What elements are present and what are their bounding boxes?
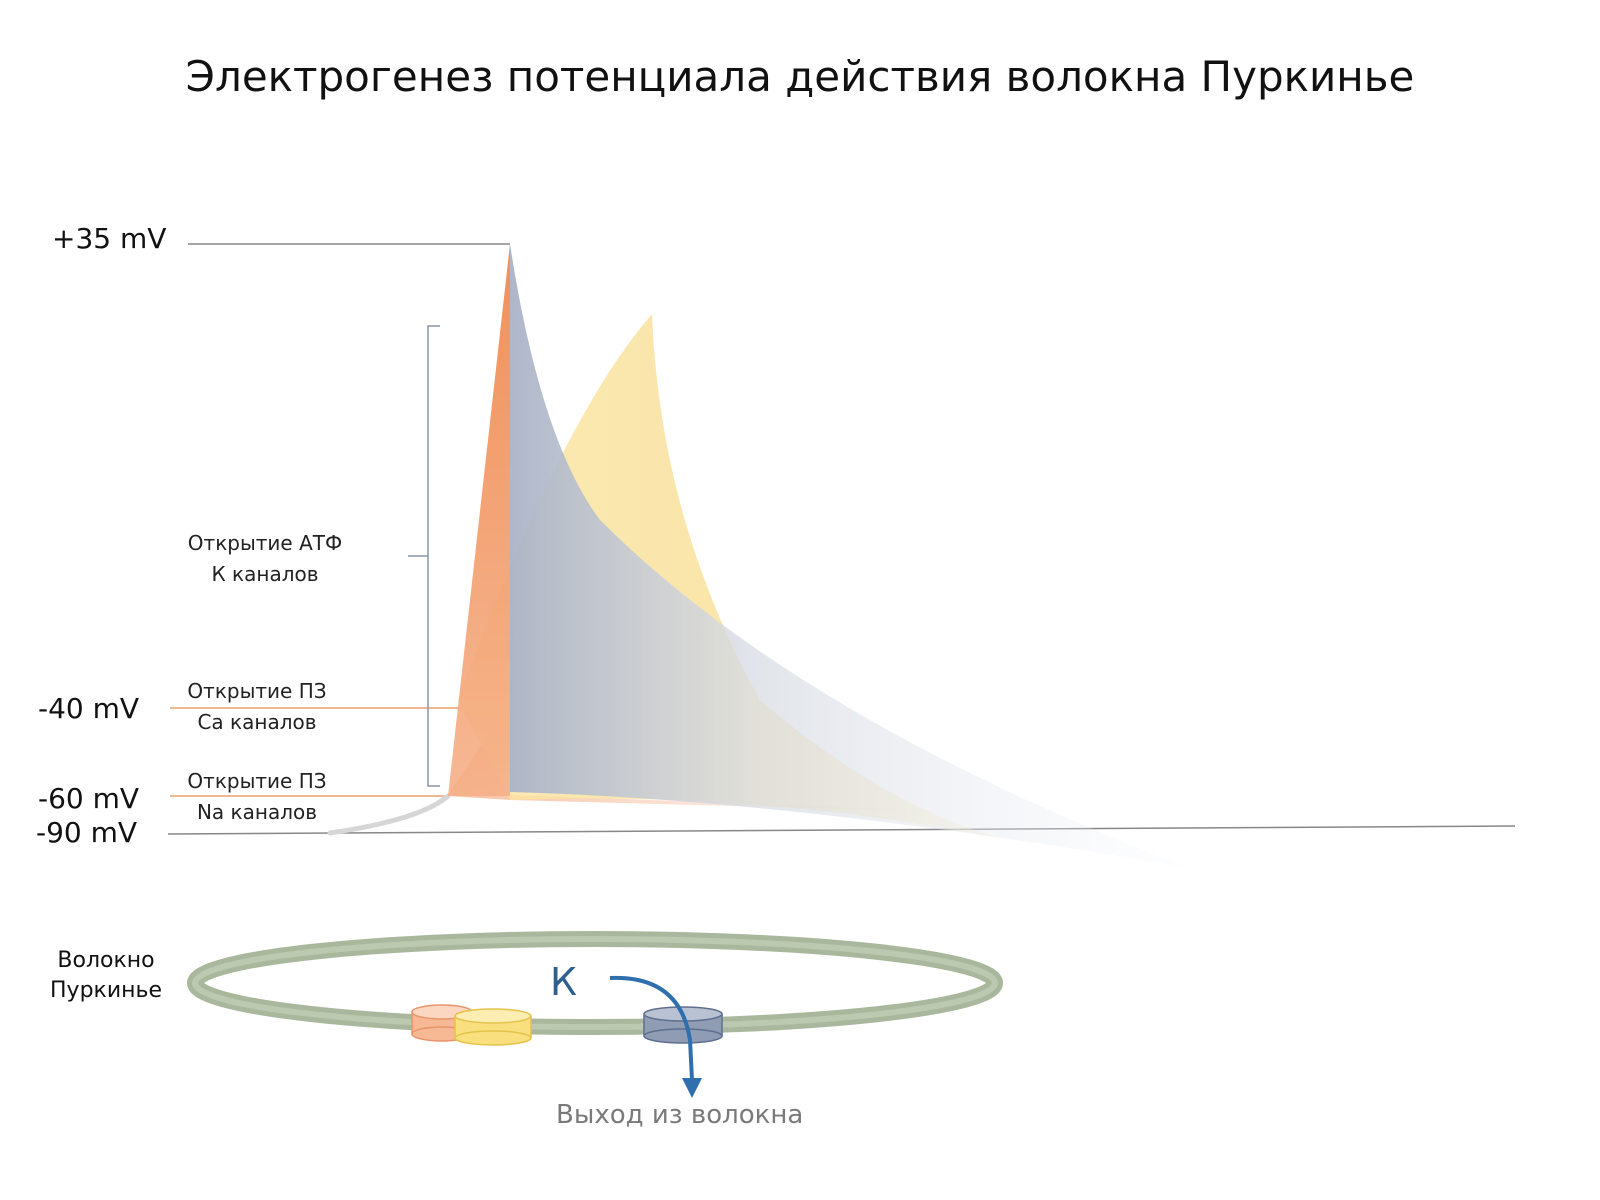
baseline-minus90 [167, 825, 1516, 835]
na-annotation: Открытие ПЗ Na каналов [172, 766, 342, 828]
page-title: Электрогенез потенциала действия волокна… [185, 52, 1415, 101]
k-atp-annotation: Открытие АТФ К каналов [174, 528, 356, 590]
fiber-label-line2: Пуркинье [50, 978, 162, 1003]
na-channel-shape [448, 244, 510, 796]
na-line1: Открытие ПЗ [187, 769, 327, 793]
level-label-minus60: -60 mV [38, 782, 140, 815]
ca-annotation: Открытие ПЗ Са каналов [172, 676, 342, 738]
level-label-plus35: +35 mV [52, 222, 167, 255]
ca-line2: Са каналов [197, 710, 317, 734]
potassium-ion-label: К [550, 960, 577, 1004]
level-label-minus40: -40 mV [38, 692, 140, 725]
k-channel-shape [510, 244, 1190, 868]
ca-line1: Открытие ПЗ [187, 679, 327, 703]
diastolic-depolarization [327, 793, 451, 836]
exit-label: Выход из волокна [556, 1100, 804, 1130]
ca-channel-cylinder [454, 1008, 532, 1046]
level-label-minus90: -90 mV [36, 816, 138, 849]
na-line2: Na каналов [196, 800, 318, 824]
k-atp-line2: К каналов [211, 562, 319, 586]
k-atp-bracket [408, 325, 440, 787]
k-efflux-arrow [609, 975, 694, 1081]
fiber-label-line1: Волокно [57, 948, 155, 973]
k-atp-line1: Открытие АТФ [187, 531, 343, 555]
fiber-label: Волокно Пуркинье [36, 946, 176, 1006]
